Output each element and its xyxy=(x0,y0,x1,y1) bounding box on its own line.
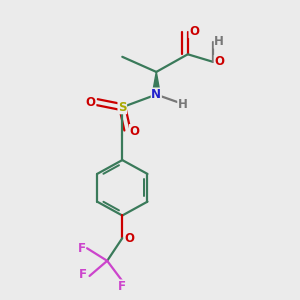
Text: O: O xyxy=(129,124,140,138)
Text: F: F xyxy=(77,242,86,255)
Text: O: O xyxy=(124,232,134,245)
Text: N: N xyxy=(151,88,161,101)
Text: O: O xyxy=(86,96,96,109)
Text: H: H xyxy=(214,35,224,48)
Text: F: F xyxy=(79,268,87,281)
Text: S: S xyxy=(118,101,127,114)
Text: O: O xyxy=(214,55,224,68)
Text: O: O xyxy=(189,25,199,38)
Polygon shape xyxy=(152,72,160,94)
Text: F: F xyxy=(118,280,126,293)
Text: H: H xyxy=(178,98,188,111)
